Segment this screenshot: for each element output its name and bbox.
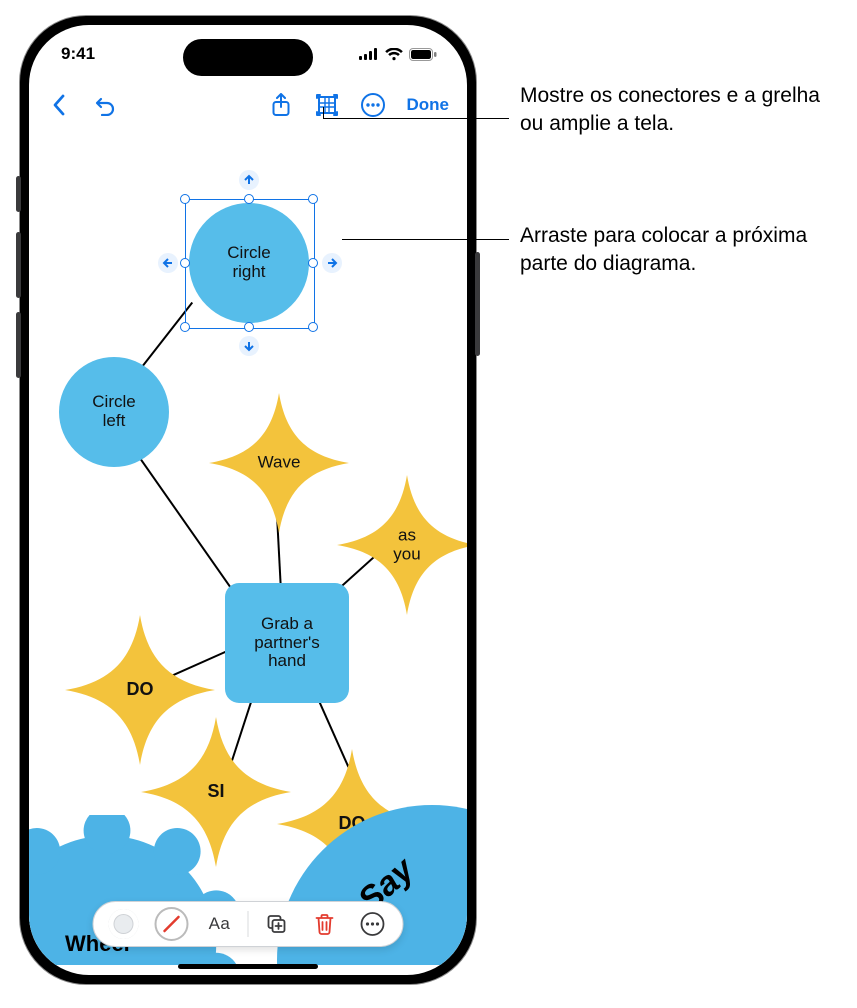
phone-screen: 9:41 <box>29 25 467 975</box>
drag-connector-right[interactable] <box>321 252 343 274</box>
app-toolbar: Done <box>29 83 467 127</box>
hardware-button <box>16 312 21 378</box>
hardware-button <box>16 232 21 298</box>
phone-frame: 9:41 <box>20 16 476 984</box>
home-indicator <box>178 964 318 969</box>
delete-button[interactable] <box>301 902 349 946</box>
resize-handle[interactable] <box>180 322 190 332</box>
back-button[interactable] <box>39 85 79 125</box>
resize-handle[interactable] <box>308 258 318 268</box>
callout-drag: Arraste para colocar a próxima parte do … <box>520 222 840 279</box>
text-style-label: Aa <box>209 914 231 934</box>
stroke-button[interactable] <box>148 902 196 946</box>
done-button[interactable]: Done <box>399 95 458 115</box>
shape-star-asyou[interactable]: as you <box>337 475 467 615</box>
fill-button[interactable] <box>100 902 148 946</box>
shape-label: Grab a partner's hand <box>254 615 320 671</box>
battery-icon <box>409 48 437 61</box>
toolbar-divider <box>248 911 249 937</box>
resize-handle[interactable] <box>244 194 254 204</box>
grid-button[interactable] <box>307 85 347 125</box>
resize-handle[interactable] <box>308 194 318 204</box>
drag-connector-up[interactable] <box>238 169 260 191</box>
drag-connector-left[interactable] <box>157 252 179 274</box>
undo-button[interactable] <box>85 85 125 125</box>
drag-connector-down[interactable] <box>238 335 260 357</box>
duplicate-button[interactable] <box>253 902 301 946</box>
share-button[interactable] <box>261 85 301 125</box>
status-time: 9:41 <box>61 44 95 64</box>
resize-handle[interactable] <box>180 194 190 204</box>
hardware-button <box>16 176 21 212</box>
callout-leader <box>323 118 509 119</box>
resize-handle[interactable] <box>308 322 318 332</box>
more-actions-button[interactable] <box>349 902 397 946</box>
shape-label: Circle left <box>92 393 135 430</box>
hardware-button <box>475 252 480 356</box>
shape-edit-toolbar: Aa <box>93 901 404 947</box>
shape-grab[interactable]: Grab a partner's hand <box>225 583 349 703</box>
stage: 9:41 <box>0 0 857 1008</box>
status-bar: 9:41 <box>29 25 467 83</box>
fill-swatch-icon <box>109 909 139 939</box>
text-style-button[interactable]: Aa <box>196 902 244 946</box>
status-right <box>359 48 437 61</box>
shape-circle-left[interactable]: Circle left <box>59 357 169 467</box>
selection-frame <box>185 199 315 329</box>
wifi-icon <box>385 48 403 61</box>
resize-handle[interactable] <box>180 258 190 268</box>
callout-leader <box>342 239 509 240</box>
callout-grid: Mostre os conectores e a grelha ou ampli… <box>520 82 840 139</box>
cellular-icon <box>359 48 379 60</box>
resize-handle[interactable] <box>244 322 254 332</box>
canvas[interactable]: Circle left Grab a partner's hand Wave <box>29 127 467 965</box>
shape-star-wave[interactable]: Wave <box>209 393 349 533</box>
more-button[interactable] <box>353 85 393 125</box>
callout-leader <box>323 107 324 118</box>
stroke-swatch-icon <box>155 907 189 941</box>
